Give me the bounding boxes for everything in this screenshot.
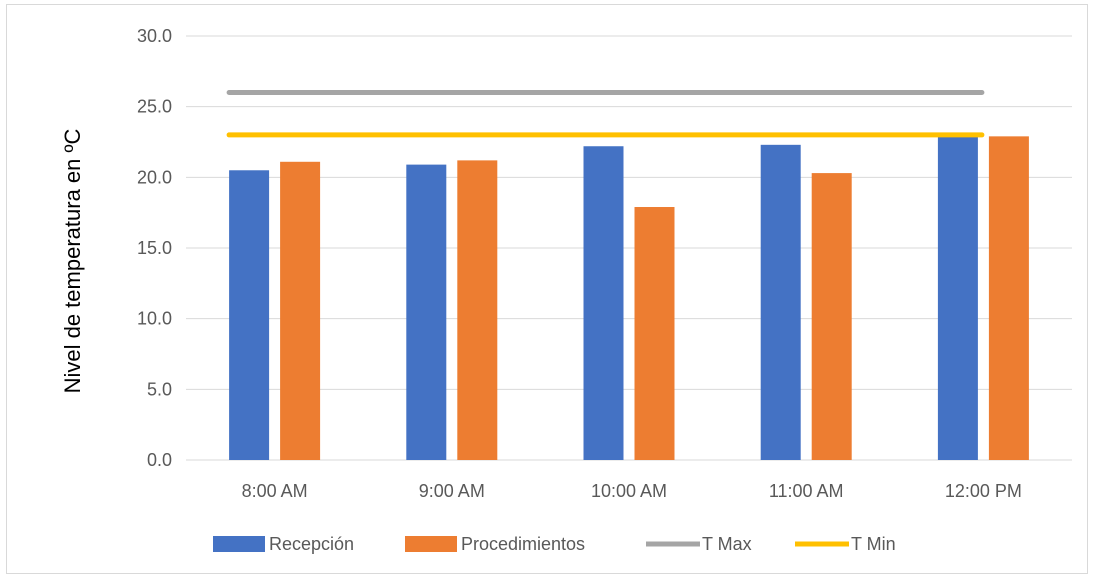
y-tick-label: 5.0 <box>147 379 172 399</box>
legend: Recepción Procedimientos T Max T Min <box>213 534 896 554</box>
x-tick-label: 12:00 PM <box>945 481 1022 501</box>
gridlines <box>186 35 1072 461</box>
bar-procedimientos <box>280 161 321 460</box>
y-tick-label: 30.0 <box>137 26 172 46</box>
legend-label: Recepción <box>269 534 354 554</box>
x-tick-label: 8:00 AM <box>242 481 308 501</box>
x-tick-label: 9:00 AM <box>419 481 485 501</box>
bar-recepción <box>229 170 270 460</box>
y-tick-label: 15.0 <box>137 238 172 258</box>
legend-swatch <box>213 536 265 552</box>
threshold-lines <box>226 90 985 138</box>
y-axis-ticks: 0.0 5.0 10.0 15.0 20.0 25.0 30.0 <box>137 26 172 470</box>
bar-recepción <box>406 164 447 460</box>
x-axis-ticks: 8:00 AM 9:00 AM 10:00 AM 11:00 AM 12:00 PM <box>242 481 1022 501</box>
x-tick-label: 11:00 AM <box>769 481 844 501</box>
y-tick-label: 0.0 <box>147 450 172 470</box>
y-tick-label: 10.0 <box>137 309 172 329</box>
y-tick-label: 20.0 <box>137 167 172 187</box>
bar-recepción <box>760 144 801 460</box>
y-axis-title: Nivel de temperatura en ºC <box>60 128 85 393</box>
chart-frame <box>6 4 1088 574</box>
bar-recepción <box>937 134 978 460</box>
legend-label: Procedimientos <box>461 534 585 554</box>
legend-swatch <box>405 536 457 552</box>
bar-procedimientos <box>634 207 675 460</box>
bar-procedimientos <box>457 160 498 460</box>
legend-label: T Max <box>702 534 752 554</box>
bars <box>229 134 1029 461</box>
y-tick-label: 25.0 <box>137 97 172 117</box>
legend-label: T Min <box>851 534 896 554</box>
bar-procedimientos <box>988 136 1029 460</box>
x-tick-label: 10:00 AM <box>591 481 667 501</box>
bar-recepción <box>583 146 624 461</box>
bar-procedimientos <box>811 173 852 461</box>
